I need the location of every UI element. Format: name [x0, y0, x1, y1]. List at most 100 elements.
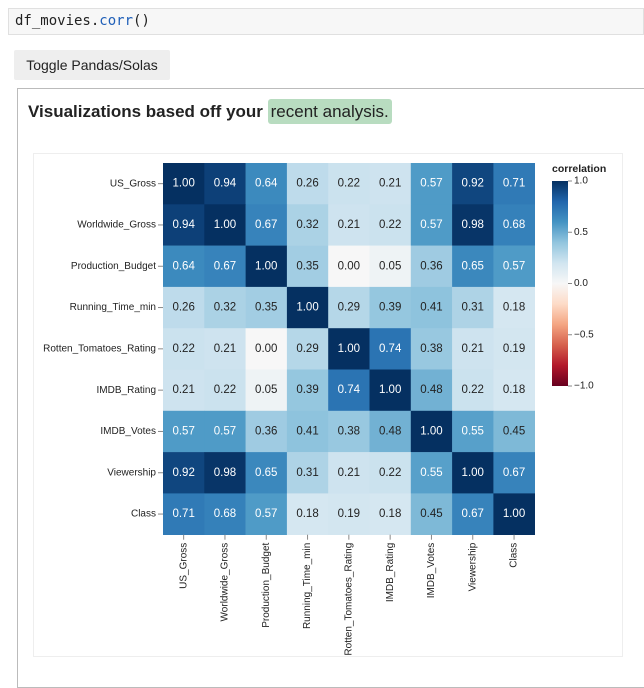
- page: {"code_cell": {"parts": ["df_movies.", "…: [8, 8, 644, 688]
- x-tick-label: Worldwide_Gross: [220, 543, 231, 622]
- code-text: (): [133, 13, 150, 29]
- cell-label: 0.92: [462, 178, 484, 190]
- code-text: df_movies.: [15, 13, 100, 29]
- y-tick-label: Class: [131, 509, 156, 520]
- cell-label: 1.00: [420, 425, 442, 437]
- heatmap-cell: [245, 204, 288, 246]
- highlight[interactable]: recent analysis.: [267, 99, 392, 124]
- cell-label: 0.98: [214, 467, 236, 479]
- cell-label: 0.68: [214, 508, 236, 520]
- heatmap-cell: [369, 204, 412, 246]
- cell-label: 0.57: [420, 219, 442, 231]
- cell-label: 0.57: [503, 260, 525, 272]
- cell-label: 0.22: [338, 178, 360, 190]
- cell-label: 0.55: [420, 467, 442, 479]
- heatmap-cell: [410, 286, 453, 329]
- y-tick-label: IMDB_Votes: [100, 426, 156, 437]
- heatmap-cell: [452, 369, 494, 412]
- heatmap-cell: [204, 163, 246, 205]
- heatmap-cell: [452, 204, 494, 246]
- cell-label: 0.64: [172, 260, 195, 272]
- cell-label: 0.57: [420, 178, 442, 190]
- cell-label: 0.00: [255, 343, 277, 355]
- heatmap-cell: [286, 328, 329, 370]
- cell-label: 0.21: [214, 343, 236, 355]
- cell-label: 0.35: [296, 260, 318, 272]
- code-cell: df_movies.corr(): [8, 8, 644, 35]
- heatmap-cell: [452, 163, 494, 205]
- cell-label: 0.19: [338, 508, 360, 520]
- heatmap-cell: [493, 452, 535, 494]
- y-tick-label: Rotten_Tomatoes_Rating: [43, 343, 156, 354]
- heatmap-cell: [245, 493, 288, 535]
- cell-label: 1.00: [172, 178, 194, 190]
- panel-title: Visualizations based off your recent ana…: [28, 99, 392, 124]
- heatmap-cell: [410, 410, 453, 453]
- colorbar-tick-label: −0.5: [574, 329, 594, 340]
- cell-label: 1.00: [296, 302, 318, 314]
- heatmap-cell: [410, 493, 453, 535]
- cell-label: 0.57: [172, 425, 194, 437]
- cell-label: 0.39: [296, 384, 318, 396]
- cell-label: 0.22: [172, 343, 194, 355]
- heatmap-cell: [493, 328, 535, 370]
- x-tick-label: Class: [509, 543, 520, 568]
- heatmap-cell: [493, 286, 535, 329]
- heatmap-cell: [204, 369, 246, 412]
- cell-label: 0.21: [172, 384, 194, 396]
- heatmap-cell: [163, 452, 205, 494]
- cell-label: 0.26: [172, 302, 194, 314]
- cell-label: 0.36: [255, 425, 277, 437]
- colorbar-title: correlation: [552, 163, 606, 175]
- heatmap-cell: [328, 163, 370, 205]
- heatmap-cell: [410, 328, 453, 370]
- cell-label: 0.21: [379, 178, 401, 190]
- x-tick-label: Production_Budget: [261, 542, 272, 627]
- cell-label: 0.68: [503, 219, 525, 231]
- cell-label: 0.18: [503, 302, 525, 314]
- cell-label: 0.35: [255, 302, 277, 314]
- heatmap-cell: [369, 163, 412, 205]
- cell-label: 0.41: [420, 302, 442, 314]
- cell-label: 0.32: [214, 302, 236, 314]
- y-tick-label: US_Gross: [110, 178, 156, 189]
- heatmap-cell: [369, 245, 412, 288]
- x-tick-label: IMDB_Votes: [426, 543, 437, 599]
- cell-label: 0.19: [503, 343, 525, 355]
- cell-label: 1.00: [503, 508, 525, 520]
- cell-label: 0.48: [420, 384, 442, 396]
- heatmap-cell: [163, 369, 205, 412]
- heatmap-cell: [163, 286, 205, 329]
- cell-label: 0.67: [503, 467, 525, 479]
- cell-label: 0.22: [379, 467, 401, 479]
- colorbar: [552, 181, 568, 386]
- cell-label: 1.00: [338, 343, 360, 355]
- cell-label: 0.21: [338, 219, 360, 231]
- cell-label: 0.92: [172, 467, 194, 479]
- cell-label: 0.31: [462, 302, 484, 314]
- panel-title-text: Visualizations based off your: [28, 102, 263, 121]
- heatmap-cell: [245, 410, 288, 453]
- cell-label: 1.00: [255, 260, 277, 272]
- y-tick-label: Worldwide_Gross: [77, 220, 156, 231]
- heatmap-cell: [493, 410, 535, 453]
- heatmap-cell: [245, 328, 288, 370]
- heatmap-cell: [204, 328, 246, 370]
- heatmap-cell: [493, 204, 535, 246]
- heatmap-cell: [369, 286, 412, 329]
- cell-label: 0.48: [379, 425, 401, 437]
- colorbar-tick-label: 0.0: [574, 278, 588, 289]
- cell-label: 0.65: [255, 467, 277, 479]
- cell-label: 0.94: [214, 178, 237, 190]
- toggle-button[interactable]: Toggle Pandas/Solas: [14, 50, 170, 80]
- heatmap-cell: [328, 286, 370, 329]
- cell-label: 0.65: [462, 260, 484, 272]
- heatmap-cell: [245, 163, 288, 205]
- cell-label: 0.98: [462, 219, 484, 231]
- heatmap-cell: [410, 369, 453, 412]
- heatmap-cell: [493, 493, 535, 535]
- cell-label: 0.29: [338, 302, 360, 314]
- heatmap-cell: [286, 493, 329, 535]
- heatmap-cell: [452, 245, 494, 288]
- heatmap-cell: [163, 163, 205, 205]
